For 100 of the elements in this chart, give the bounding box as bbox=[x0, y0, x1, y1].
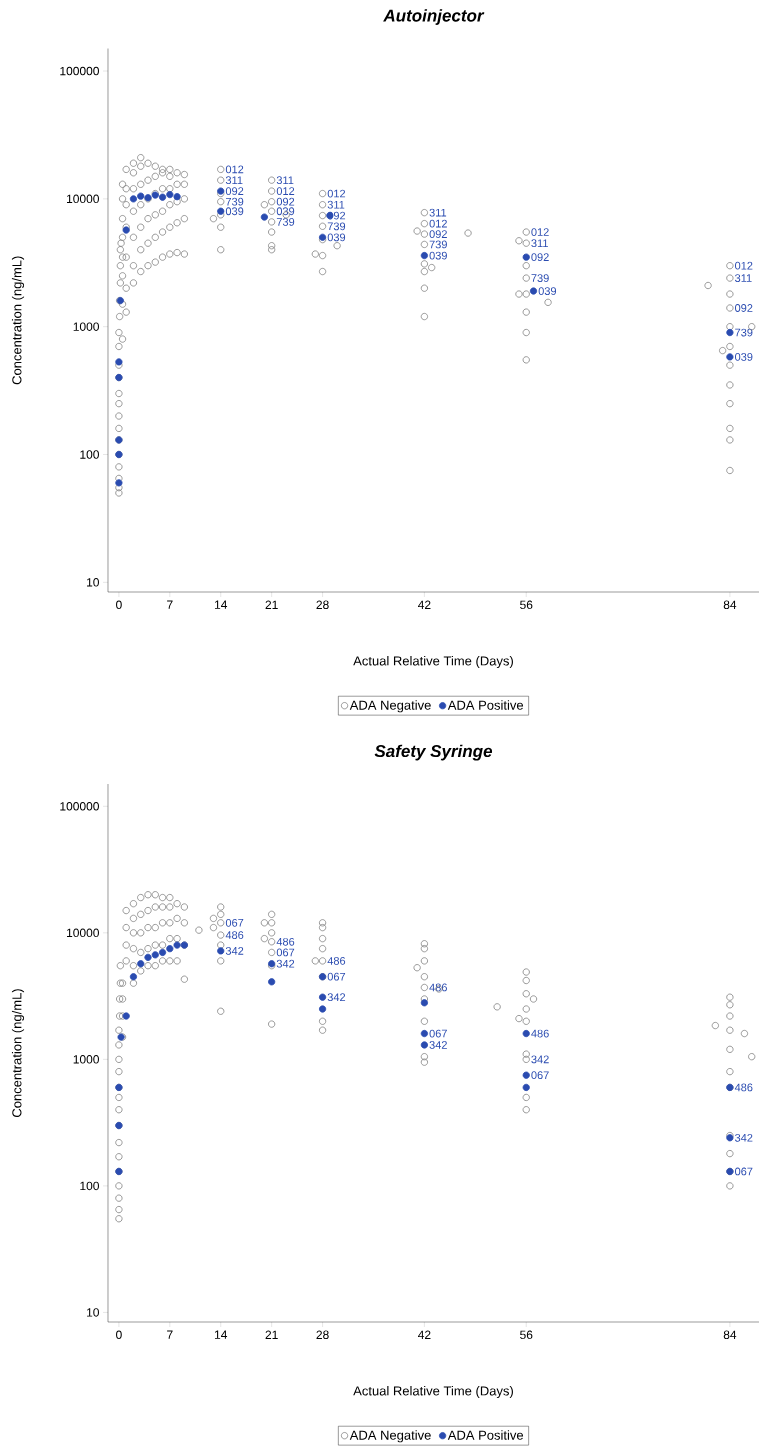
point bbox=[318, 993, 327, 1001]
y-tick-label: 10 bbox=[87, 1308, 99, 1317]
y-tick-label: 100 bbox=[80, 450, 99, 459]
point bbox=[166, 945, 174, 953]
annotation: 739 bbox=[735, 328, 753, 337]
annotation: 486 bbox=[429, 983, 447, 992]
annotation: 342 bbox=[276, 959, 295, 968]
annotation: 092 bbox=[276, 197, 295, 206]
annotation: 039 bbox=[225, 207, 244, 216]
point bbox=[122, 1012, 130, 1020]
point bbox=[529, 287, 538, 295]
annotation: 342 bbox=[429, 1041, 447, 1049]
annotation: 311 bbox=[276, 176, 294, 185]
annotation: 012 bbox=[225, 165, 244, 174]
point bbox=[522, 1071, 530, 1079]
x-tick-label: 14 bbox=[214, 600, 228, 609]
point bbox=[151, 951, 159, 959]
annotation: 092 bbox=[429, 230, 447, 238]
point bbox=[158, 193, 167, 201]
annotation: 342 bbox=[225, 947, 244, 955]
x-tick-label: 56 bbox=[520, 1330, 533, 1340]
y-tick-label: 100 bbox=[80, 1181, 99, 1191]
annotation: 342 bbox=[327, 993, 346, 1002]
y-tick-label: 100000 bbox=[60, 66, 99, 76]
y-tick-label: 10000 bbox=[67, 928, 99, 938]
point bbox=[522, 253, 530, 261]
point bbox=[217, 947, 225, 955]
annotation: 039 bbox=[429, 251, 447, 260]
annotation: 012 bbox=[327, 189, 346, 198]
y-axis-title: Concentration (ng/mL) bbox=[11, 989, 25, 1118]
y-tick-label: 10000 bbox=[67, 194, 99, 204]
x-tick-label: 0 bbox=[116, 1330, 122, 1340]
y-tick-label: 100000 bbox=[60, 802, 99, 811]
point bbox=[260, 213, 268, 221]
annotation: 092 bbox=[735, 304, 753, 312]
annotation: 486 bbox=[531, 1029, 549, 1038]
y-tick-label: 10 bbox=[87, 578, 99, 587]
legend-label: ADA Positive bbox=[447, 700, 524, 710]
point bbox=[137, 960, 145, 968]
x-tick-label: 42 bbox=[418, 1330, 431, 1339]
annotation: 092 bbox=[531, 253, 549, 262]
point bbox=[522, 1029, 530, 1038]
y-axis-title: Concentration (ng/mL) bbox=[11, 256, 25, 385]
annotation: 039 bbox=[327, 233, 346, 242]
legend-label: ADA Negative bbox=[349, 700, 431, 713]
annotation: 486 bbox=[225, 931, 244, 939]
annotation: 067 bbox=[735, 1167, 753, 1176]
point bbox=[420, 1041, 428, 1049]
annotation: 739 bbox=[531, 274, 549, 282]
annotation: 311 bbox=[225, 176, 243, 185]
annotation: 012 bbox=[276, 187, 295, 195]
x-tick-label: 28 bbox=[316, 600, 329, 610]
point bbox=[318, 1005, 327, 1013]
chart-title: Autoinjector bbox=[383, 9, 485, 25]
annotation: 039 bbox=[538, 287, 557, 295]
annotation: 311 bbox=[531, 239, 548, 248]
annotation: 739 bbox=[429, 240, 447, 249]
legend-label: ADA Negative bbox=[349, 1430, 431, 1443]
annotation: 311 bbox=[327, 200, 345, 209]
point bbox=[268, 978, 276, 986]
x-axis-title: Actual Relative Time (Days) bbox=[353, 655, 513, 669]
legend-label: ADA Positive bbox=[447, 1430, 524, 1440]
x-tick-label: 21 bbox=[265, 600, 278, 609]
annotation: 039 bbox=[735, 353, 753, 361]
annotation: 311 bbox=[429, 208, 447, 217]
point bbox=[129, 973, 138, 981]
x-tick-label: 14 bbox=[214, 1330, 228, 1339]
annotation: 486 bbox=[327, 957, 346, 965]
annotation: 067 bbox=[531, 1071, 549, 1080]
annotation: 739 bbox=[226, 197, 244, 206]
annotation: 739 bbox=[276, 218, 295, 226]
x-tick-label: 84 bbox=[723, 600, 737, 610]
x-tick-label: 7 bbox=[167, 1330, 173, 1339]
annotation: 067 bbox=[327, 972, 346, 981]
annotation: 067 bbox=[276, 948, 295, 957]
point bbox=[173, 941, 181, 949]
point bbox=[217, 207, 225, 215]
x-tick-label: 21 bbox=[265, 1330, 278, 1339]
chart-title: Safety Syringe bbox=[374, 744, 493, 761]
x-tick-label: 84 bbox=[723, 1330, 737, 1340]
annotation: 012 bbox=[429, 219, 447, 228]
point bbox=[420, 251, 428, 260]
point bbox=[726, 353, 734, 361]
annotation: 486 bbox=[734, 1083, 753, 1092]
point bbox=[144, 953, 152, 961]
point bbox=[420, 999, 428, 1007]
x-tick-label: 28 bbox=[316, 1330, 329, 1340]
annotation: 039 bbox=[276, 207, 295, 216]
point bbox=[129, 195, 138, 203]
annotation: 012 bbox=[735, 261, 753, 270]
annotation: 739 bbox=[327, 222, 346, 231]
annotation: 012 bbox=[531, 228, 549, 236]
point bbox=[137, 192, 145, 200]
annotation: 342 bbox=[531, 1055, 549, 1064]
annotation: 092 bbox=[225, 187, 244, 195]
annotation: 342 bbox=[735, 1133, 753, 1142]
point bbox=[420, 1029, 428, 1038]
annotation: 311 bbox=[735, 274, 752, 282]
point bbox=[158, 948, 167, 957]
x-tick-label: 42 bbox=[418, 600, 431, 609]
